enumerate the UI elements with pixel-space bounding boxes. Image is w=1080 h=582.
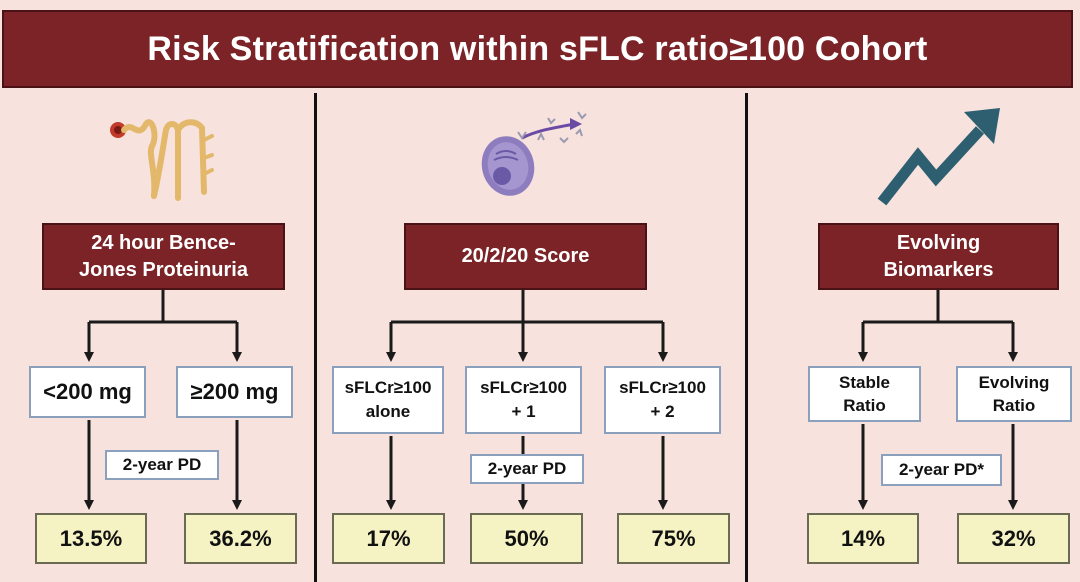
result-box: 50% [470,513,583,564]
group-box-stable-ratio: Stable Ratio [808,366,921,422]
group-box-under-200mg: <200 mg [29,366,146,418]
result-box: 17% [332,513,445,564]
column-divider [745,93,748,582]
group-box-sflcr-plus-1: sFLCr≥100 + 1 [465,366,582,434]
kidney-nephron-icon [110,119,214,201]
plasma-cell-antibody-icon [481,111,587,196]
result-box: 13.5% [35,513,147,564]
title-banner: Risk Stratification within sFLC ratio≥10… [2,10,1073,88]
pd-label: 2-year PD* [881,454,1002,486]
group-box-sflcr-alone: sFLCr≥100 alone [332,366,444,434]
result-box: 36.2% [184,513,297,564]
pd-label: 2-year PD [470,454,584,484]
group-box-sflcr-plus-2: sFLCr≥100 + 2 [604,366,721,434]
result-box: 32% [957,513,1070,564]
result-box: 14% [807,513,919,564]
column-header-bence-jones: 24 hour Bence- Jones Proteinuria [42,223,285,290]
group-box-evolving-ratio: Evolving Ratio [956,366,1072,422]
group-box-over-200mg: ≥200 mg [176,366,293,418]
pd-label: 2-year PD [105,450,219,480]
column-header-evolving-biomarkers: Evolving Biomarkers [818,223,1059,290]
result-box: 75% [617,513,730,564]
page-title: Risk Stratification within sFLC ratio≥10… [147,29,928,68]
column-divider [314,93,317,582]
rising-trend-arrow-icon [877,108,1000,206]
column-header-20-2-20-score: 20/2/20 Score [404,223,647,290]
